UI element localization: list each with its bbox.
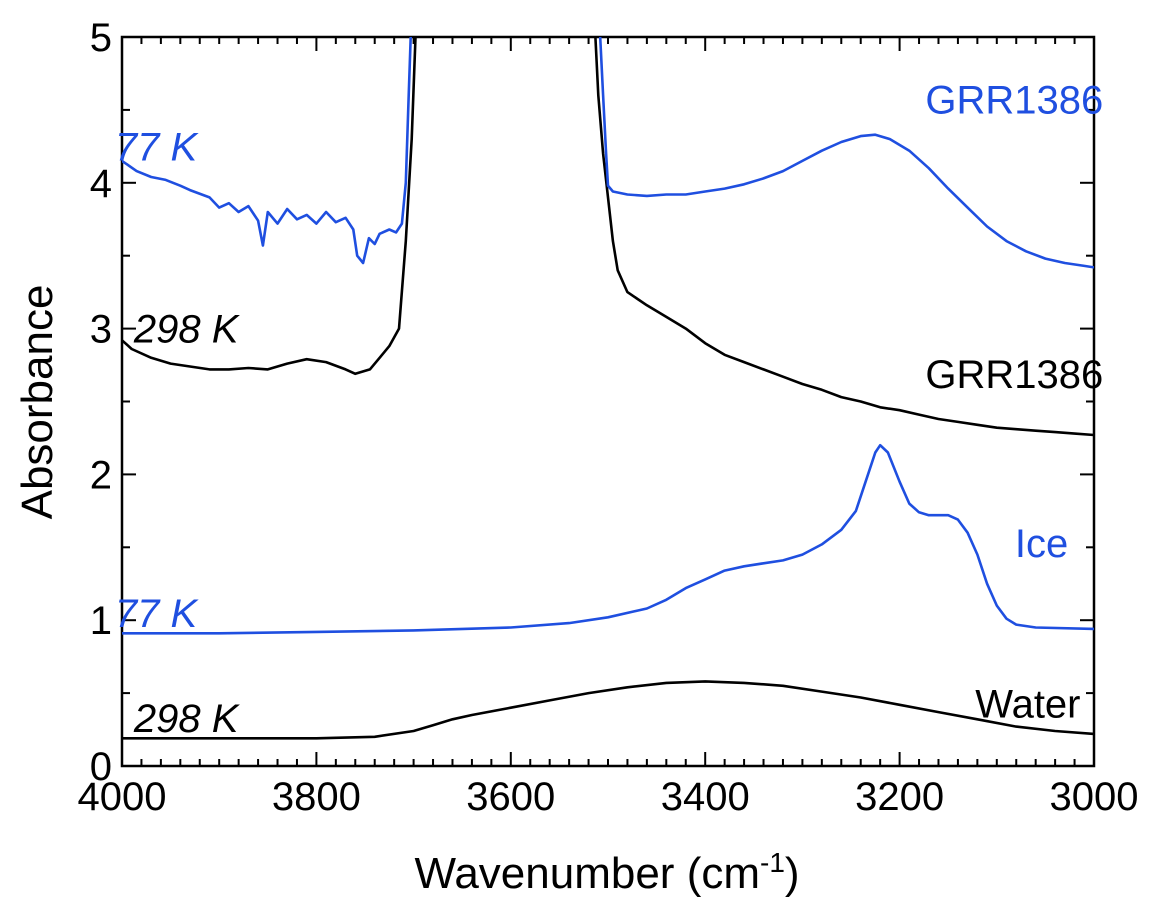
series-lines xyxy=(122,37,1094,740)
y-tick-label: 4 xyxy=(90,162,112,206)
y-tick-label: 2 xyxy=(90,453,112,497)
x-tick-label: 3000 xyxy=(1050,775,1139,819)
y-tick-label: 1 xyxy=(90,599,112,643)
x-axis-title: Wavenumber (cm-1) xyxy=(414,847,799,898)
annotation-label: Water xyxy=(975,682,1080,726)
x-tick-label: 3600 xyxy=(466,775,555,819)
x-tick-label: 3400 xyxy=(661,775,750,819)
annotation-label: 77 K xyxy=(115,592,200,636)
tick-labels: 4000 3800 3600 3400 3200 3000 0 1 2 3 4 5 xyxy=(78,16,1139,819)
series-line-2 xyxy=(122,443,1094,635)
annotation-label: 298 K xyxy=(133,308,241,352)
annotation-label: GRR1386 xyxy=(925,79,1103,123)
x-axis-title-superscript: -1 xyxy=(760,847,785,878)
plot-border xyxy=(120,35,1096,768)
annotation-label: 77 K xyxy=(115,125,200,169)
axis-ticks xyxy=(121,36,1095,767)
annotation-label: Ice xyxy=(1015,522,1068,566)
y-tick-label: 5 xyxy=(90,16,112,60)
annotations: 77 K GRR1386 298 K GRR1386 Ice 77 K Water 298 K xyxy=(115,79,1103,741)
y-axis-title: Absorbance xyxy=(13,285,62,520)
x-tick-label: 3200 xyxy=(855,775,944,819)
plot-frame xyxy=(120,35,1096,768)
y-tick-label: 3 xyxy=(90,308,112,352)
series-line-4 xyxy=(122,37,1094,269)
x-axis-title-main: Wavenumber (cm xyxy=(414,849,760,898)
y-tick-label: 0 xyxy=(90,745,112,789)
annotation-label: 298 K xyxy=(133,697,241,741)
x-tick-label: 4000 xyxy=(78,775,167,819)
series-line-3 xyxy=(122,37,1094,437)
annotation-label: GRR1386 xyxy=(925,353,1103,397)
x-tick-label: 3800 xyxy=(272,775,361,819)
x-axis-title-close: ) xyxy=(785,849,800,898)
series-line-1 xyxy=(122,680,1094,740)
